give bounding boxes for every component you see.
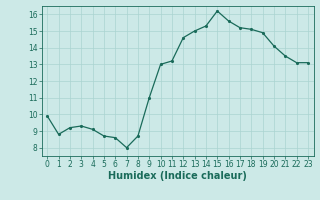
- X-axis label: Humidex (Indice chaleur): Humidex (Indice chaleur): [108, 171, 247, 181]
